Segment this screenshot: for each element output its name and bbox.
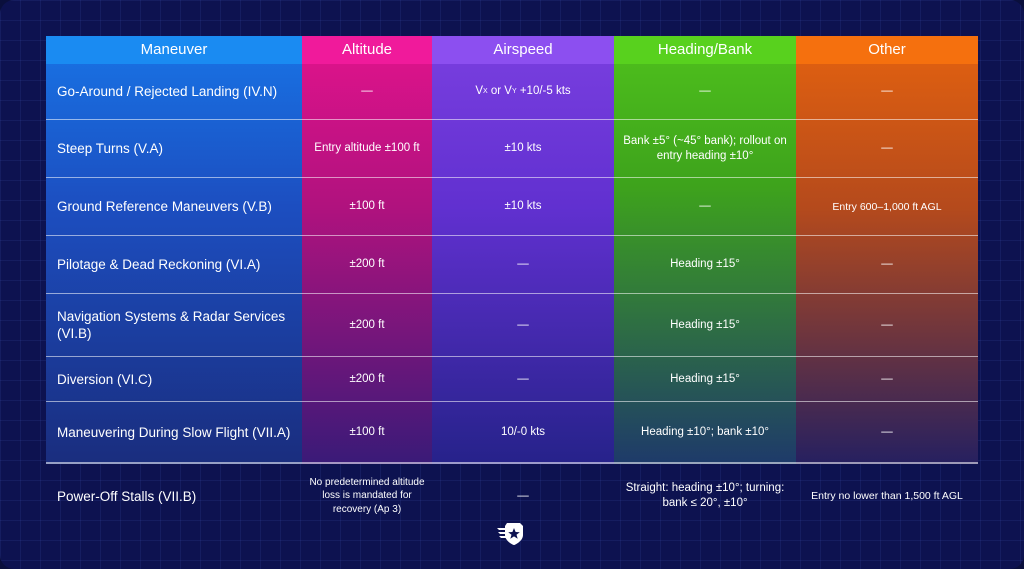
table-row: Navigation Systems & Radar Services (VI.…: [46, 294, 978, 357]
altitude-cell: No predetermined altitude loss is mandat…: [309, 476, 425, 515]
maneuver-cell: Diversion (VI.C): [57, 371, 153, 387]
heading-cell: Heading ±15°: [670, 258, 740, 270]
table-row: Steep Turns (V.A) Entry altitude ±100 ft…: [46, 120, 978, 178]
maneuver-cell: Power-Off Stalls (VII.B): [57, 488, 197, 504]
maneuver-cell: Maneuvering During Slow Flight (VII.A): [57, 424, 291, 440]
heading-cell: Heading ±10°; bank ±10°: [641, 425, 769, 438]
other-cell: —: [881, 85, 893, 97]
airspeed-sub-y: Y: [511, 88, 517, 95]
table-row: Maneuvering During Slow Flight (VII.A) ±…: [46, 402, 978, 463]
heading-cell: —: [699, 85, 711, 97]
heading-cell: —: [699, 200, 711, 212]
other-column: [796, 36, 978, 464]
heading-cell: Straight: heading ±10°; turning: bank ≤ …: [625, 482, 785, 509]
maneuver-cell: Pilotage & Dead Reckoning (VI.A): [57, 257, 261, 272]
altitude-cell: ±200 ft: [349, 372, 385, 385]
column-backgrounds: [46, 36, 978, 464]
header-airspeed: Airspeed: [432, 36, 614, 64]
airspeed-cell: —: [517, 258, 529, 270]
header-maneuver: Maneuver: [46, 36, 302, 64]
other-cell: Entry 600–1,000 ft AGL: [832, 200, 942, 213]
maneuver-cell: Ground Reference Maneuvers (V.B): [57, 199, 272, 214]
airspeed-cell: —: [517, 489, 529, 502]
altitude-cell: ±100 ft: [349, 200, 385, 212]
altitude-column: [302, 36, 432, 464]
other-cell: Entry no lower than 1,500 ft AGL: [811, 490, 963, 502]
altitude-cell: —: [361, 85, 373, 97]
maneuver-cell: Navigation Systems & Radar Services (VI.…: [57, 309, 286, 341]
airspeed-column: [432, 36, 614, 464]
shield-star-wings-icon: [497, 523, 523, 545]
other-cell: —: [881, 142, 893, 154]
heading-cell: Heading ±15°: [670, 372, 740, 385]
airspeed-tail: +10/-5 kts: [516, 85, 571, 97]
heading-bank-column: [614, 36, 796, 464]
header-other: Other: [796, 36, 978, 64]
airspeed-cell: ±10 kts: [504, 142, 542, 154]
table-row: Diversion (VI.C) ±200 ft — Heading ±15° …: [46, 357, 978, 402]
airspeed-sub-x: X: [483, 88, 488, 95]
maneuver-cell: Go-Around / Rejected Landing (IV.N): [57, 84, 278, 99]
airspeed-cell: —: [517, 318, 529, 331]
header-heading-bank: Heading/Bank: [614, 36, 796, 64]
altitude-cell: ±100 ft: [349, 425, 385, 438]
airspeed-cell: ±10 kts: [504, 200, 542, 212]
other-cell: —: [881, 258, 893, 270]
table-header: Maneuver Altitude Airspeed Heading/Bank …: [46, 36, 978, 64]
maneuver-cell: Steep Turns (V.A): [57, 141, 164, 156]
airspeed-mid: or V: [487, 85, 512, 97]
header-altitude: Altitude: [302, 36, 432, 64]
other-cell: —: [881, 372, 893, 385]
heading-cell: Bank ±5° (~45° bank); rollout on entry h…: [623, 134, 787, 162]
table-row: Pilotage & Dead Reckoning (VI.A) ±200 ft…: [46, 236, 978, 294]
table-row: Power-Off Stalls (VII.B) No predetermine…: [46, 466, 978, 526]
altitude-cell: ±200 ft: [349, 258, 385, 270]
airspeed-cell: 10/-0 kts: [500, 425, 546, 438]
altitude-cell: Entry altitude ±100 ft: [314, 142, 420, 154]
heading-cell: Heading ±15°: [670, 318, 740, 331]
table-row: Ground Reference Maneuvers (V.B) ±100 ft…: [46, 178, 978, 236]
airspeed-v: V: [475, 85, 483, 97]
other-cell: —: [881, 318, 893, 331]
airspeed-cell: —: [517, 372, 529, 385]
row-divider: [46, 463, 978, 464]
other-cell: —: [881, 425, 893, 438]
maneuver-column: [46, 36, 302, 464]
altitude-cell: ±200 ft: [349, 318, 385, 331]
